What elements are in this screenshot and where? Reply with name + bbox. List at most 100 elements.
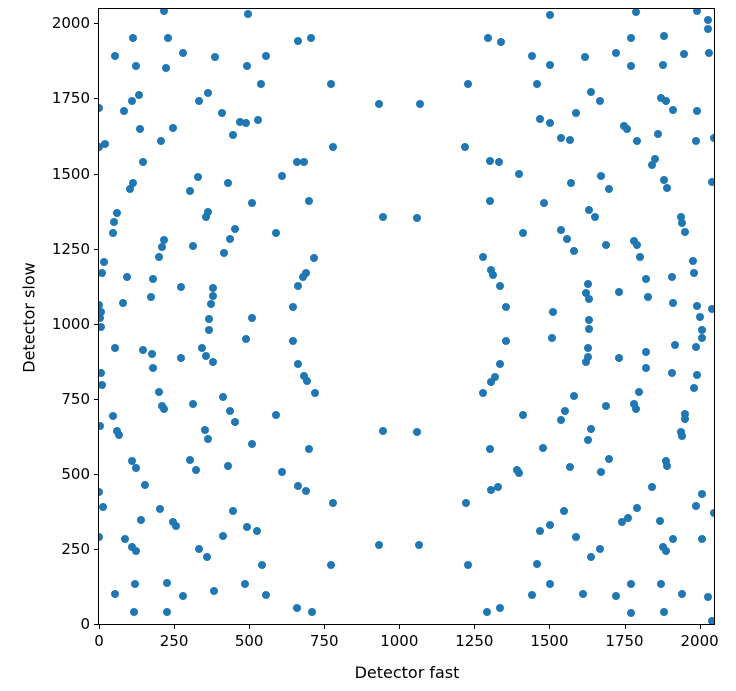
scatter-point (566, 135, 575, 144)
scatter-point (484, 33, 493, 42)
scatter-point (201, 425, 209, 434)
scatter-point (633, 137, 642, 146)
scatter-point (278, 171, 287, 180)
scatter-point (648, 160, 657, 169)
scatter-point (160, 404, 169, 413)
scatter-point (546, 119, 555, 128)
scatter-point (131, 580, 140, 589)
scatter-point (219, 532, 228, 540)
scatter-point (136, 125, 145, 134)
scatter-point (536, 526, 545, 535)
y-tick-mark (94, 248, 98, 250)
scatter-point (224, 461, 233, 470)
scatter-point (278, 467, 287, 476)
x-tick-label: 0 (94, 632, 104, 650)
scatter-point (668, 105, 677, 114)
scatter-point (161, 63, 170, 72)
scatter-point (155, 504, 164, 513)
scatter-point (571, 108, 580, 117)
scatter-point (662, 461, 671, 470)
scatter-point (210, 586, 218, 595)
scatter-point (597, 171, 606, 180)
scatter-point (131, 463, 140, 472)
scatter-point (583, 279, 592, 288)
scatter-point (310, 253, 319, 262)
y-axis-label: Detector slow (19, 262, 39, 373)
scatter-point (601, 240, 610, 249)
scatter-point (191, 465, 200, 474)
scatter-point (99, 380, 107, 389)
scatter-point (146, 292, 155, 301)
scatter-point (205, 314, 214, 323)
scatter-point (489, 270, 498, 279)
scatter-point (307, 33, 316, 42)
scatter-point (327, 80, 336, 89)
scatter-point (300, 158, 309, 167)
scatter-point (605, 454, 614, 463)
scatter-point (202, 351, 211, 360)
scatter-point (169, 123, 178, 132)
scatter-point (176, 353, 185, 362)
y-tick-label: 1000 (51, 314, 90, 333)
scatter-point (131, 547, 140, 556)
scatter-point (697, 325, 706, 334)
x-tick-label: 500 (234, 632, 264, 650)
scatter-point (692, 370, 701, 379)
scatter-point (294, 481, 303, 490)
scatter-point (164, 33, 173, 42)
scatter-point (487, 265, 496, 274)
scatter-point (708, 177, 714, 186)
scatter-point (299, 272, 308, 281)
scatter-point (128, 542, 137, 551)
scatter-point (579, 589, 588, 598)
scatter-point (597, 467, 606, 476)
x-tick-mark (324, 625, 326, 629)
x-tick-label: 2000 (680, 632, 719, 650)
scatter-point (627, 608, 636, 617)
scatter-point (204, 207, 212, 216)
scatter-point (209, 291, 218, 300)
scatter-point (179, 48, 188, 57)
y-tick-label: 750 (61, 389, 90, 408)
scatter-point (585, 294, 594, 303)
scatter-point (586, 88, 595, 97)
scatter-point (149, 363, 158, 372)
scatter-point (479, 388, 488, 397)
scatter-point (194, 173, 203, 182)
scatter-point (494, 482, 503, 491)
scatter-point (329, 143, 338, 152)
scatter-point (231, 224, 240, 233)
scatter-point (585, 324, 594, 333)
scatter-point (611, 48, 620, 57)
scatter-point (624, 513, 633, 522)
scatter-point (231, 417, 240, 426)
scatter-point (677, 218, 686, 227)
scatter-point (633, 240, 642, 249)
scatter-point (622, 125, 631, 134)
scatter-point (633, 503, 642, 512)
scatter-point (693, 107, 702, 116)
scatter-point (294, 359, 303, 368)
scatter-point (491, 372, 500, 381)
x-tick-mark (699, 625, 701, 629)
scatter-point (681, 414, 690, 423)
scatter-point (461, 143, 470, 152)
scatter-point (379, 212, 388, 221)
scatter-point (218, 108, 227, 117)
scatter-point (689, 383, 698, 392)
scatter-point (327, 560, 336, 569)
scatter-point (709, 133, 714, 142)
scatter-point (99, 532, 103, 541)
scatter-point (693, 9, 702, 16)
scatter-point (157, 137, 166, 146)
scatter-point (631, 404, 640, 413)
scatter-point (585, 315, 594, 324)
x-tick-label: 1000 (380, 632, 419, 650)
scatter-point (229, 131, 238, 140)
scatter-point (203, 553, 212, 562)
scatter-point (329, 498, 338, 507)
scatter-point (514, 468, 523, 477)
scatter-point (669, 535, 678, 544)
scatter-point (519, 228, 528, 237)
scatter-point (131, 62, 140, 71)
